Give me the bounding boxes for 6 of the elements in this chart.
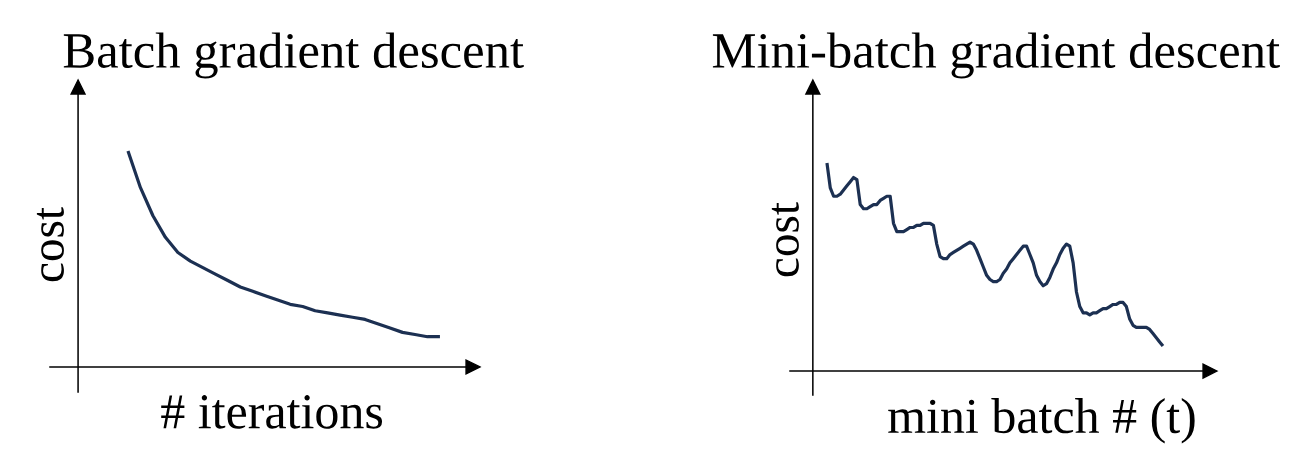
chart-title: Batch gradient descent bbox=[63, 32, 524, 79]
x-axis-title: mini batch # (t) bbox=[888, 398, 1195, 444]
x-axis-title: # iterations bbox=[161, 395, 383, 429]
y-axis-title: cost bbox=[771, 202, 799, 277]
chart-title: Mini-batch gradient descent bbox=[712, 32, 1280, 79]
y-axis-title: cost bbox=[36, 207, 64, 282]
